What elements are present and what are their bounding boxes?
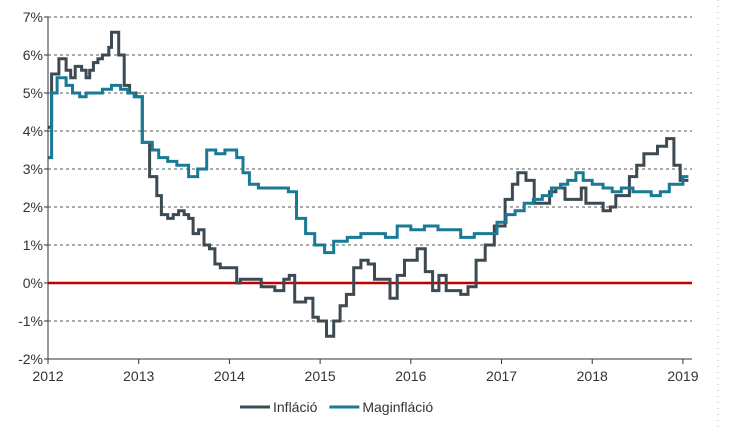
series-lines [48, 30, 689, 338]
x-tick-label: 2015 [305, 368, 336, 384]
y-tick-label: -2% [18, 351, 43, 367]
legend: Infláció Maginfláció [240, 399, 433, 415]
y-tick-label: 3% [23, 161, 43, 177]
x-tick-label: 2019 [667, 368, 698, 384]
axes [44, 16, 692, 364]
x-tick-label: 2012 [32, 368, 63, 384]
edge-dots-decoration [717, 0, 719, 432]
y-tick-label: 2% [23, 199, 43, 215]
x-tick-labels: 2012 2013 2014 2015 2016 2017 2018 2019 [32, 368, 698, 384]
y-tick-label: 6% [23, 47, 43, 63]
x-tick-label: 2018 [577, 368, 608, 384]
y-tick-label: 5% [23, 85, 43, 101]
legend-label-maginflacio: Maginfláció [362, 399, 433, 415]
x-tick-label: 2017 [486, 368, 517, 384]
y-tick-label: 7% [23, 9, 43, 25]
x-tick-label: 2013 [123, 368, 154, 384]
gridlines [48, 16, 692, 360]
series-line-maginflacio [48, 76, 689, 255]
x-tick-label: 2014 [214, 368, 245, 384]
x-tick-label: 2016 [395, 368, 426, 384]
y-tick-label: -1% [18, 313, 43, 329]
series-line-inflacio [48, 30, 689, 338]
y-tick-label: 0% [23, 275, 43, 291]
y-tick-labels: -2% -1% 0% 1% 2% 3% 4% 5% 6% 7% [18, 9, 43, 367]
y-tick-label: 4% [23, 123, 43, 139]
y-tick-label: 1% [23, 237, 43, 253]
legend-label-inflacio: Infláció [273, 399, 318, 415]
